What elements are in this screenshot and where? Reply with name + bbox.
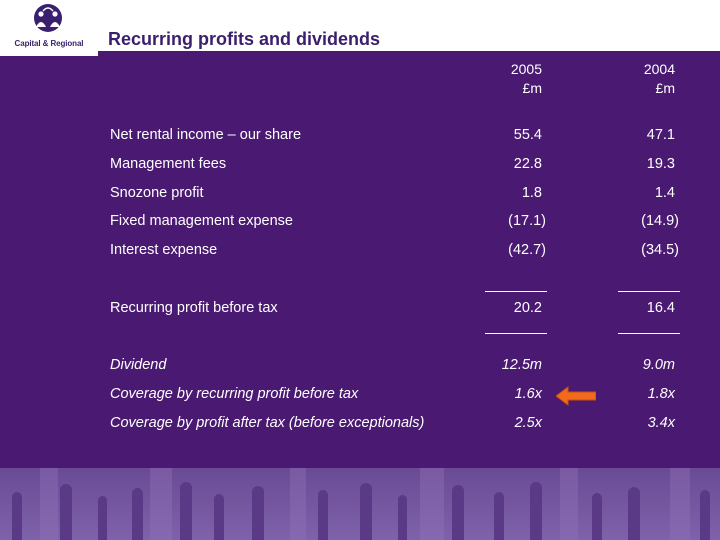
value-2005-dividend: 12.5m (501, 357, 542, 373)
row-label-interest-expense: Interest expense (110, 242, 218, 258)
logo-text: Capital & Regional (14, 39, 84, 48)
value-2005-coverage-recurring: 1.6x (514, 386, 542, 402)
value-2005-coverage-after-tax: 2.5x (514, 415, 542, 431)
row-label-management-fees: Management fees (110, 156, 227, 172)
value-2004-coverage-recurring: 1.8x (647, 386, 675, 402)
row-label-dividend: Dividend (110, 357, 167, 373)
header-2005: 2005 £m (462, 60, 542, 98)
value-2004-dividend: 9.0m (642, 357, 675, 373)
value-2004-net-rental: 47.1 (646, 127, 675, 143)
row-label-snozone: Snozone profit (110, 185, 204, 201)
rule-bottom-2004 (618, 333, 680, 334)
header-unit-2005: £m (522, 80, 542, 96)
row-label-coverage-after-tax: Coverage by profit after tax (before exc… (110, 415, 425, 431)
header-2004: 2004 £m (595, 60, 675, 98)
row-label-net-rental: Net rental income – our share (110, 127, 302, 143)
value-2005-management-fees: 22.8 (513, 156, 542, 172)
value-2005-snozone: 1.8 (521, 185, 542, 201)
value-2004-coverage-after-tax: 3.4x (647, 415, 675, 431)
value-2005-fixed-expense: (17.1) (508, 213, 546, 229)
logo-icon (34, 4, 62, 32)
header-year-2005: 2005 (510, 61, 542, 77)
value-2004-interest-expense: (34.5) (641, 242, 679, 258)
value-2005-recurring-profit: 20.2 (513, 300, 542, 316)
left-arrow-icon (556, 386, 596, 406)
rule-top-2005 (485, 291, 547, 292)
page-title: Recurring profits and dividends (108, 29, 381, 49)
value-2004-management-fees: 19.3 (646, 156, 675, 172)
value-2004-fixed-expense: (14.9) (641, 213, 679, 229)
logo: Capital & Regional (0, 0, 98, 56)
rule-top-2004 (618, 291, 680, 292)
value-2005-net-rental: 55.4 (513, 127, 542, 143)
row-label-coverage-recurring: Coverage by recurring profit before tax (110, 386, 359, 402)
value-2004-recurring-profit: 16.4 (646, 300, 675, 316)
value-2004-snozone: 1.4 (654, 185, 675, 201)
rule-bottom-2005 (485, 333, 547, 334)
title-underline (98, 51, 720, 56)
title-bar: Recurring profits and dividends (98, 0, 720, 56)
row-label-fixed-expense: Fixed management expense (110, 213, 293, 229)
footer-crowd-image (0, 468, 720, 540)
value-2005-interest-expense: (42.7) (508, 242, 546, 258)
header-unit-2004: £m (655, 80, 675, 96)
row-label-recurring-profit: Recurring profit before tax (110, 300, 278, 316)
header-year-2004: 2004 (643, 61, 675, 77)
